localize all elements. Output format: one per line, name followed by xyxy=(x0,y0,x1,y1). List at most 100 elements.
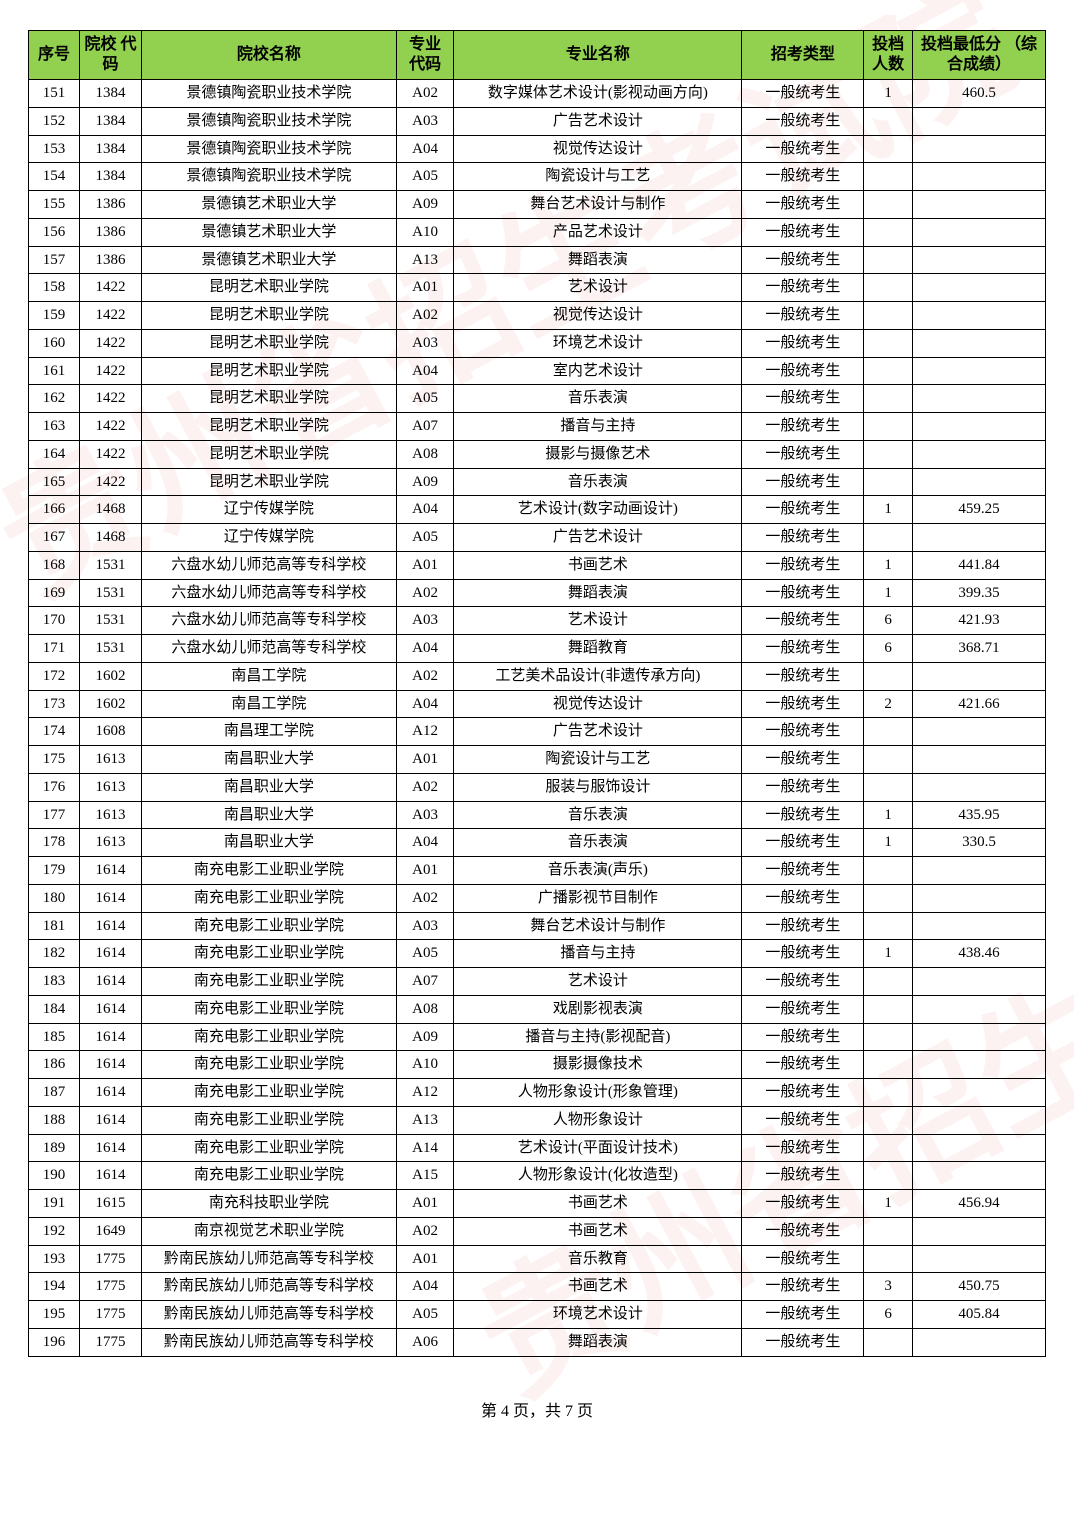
cell-seq: 173 xyxy=(29,690,80,718)
cell-score xyxy=(913,357,1046,385)
cell-sn: 南昌工学院 xyxy=(141,690,396,718)
cell-mn: 音乐表演(声乐) xyxy=(454,857,742,885)
cell-sc: 1649 xyxy=(79,1217,141,1245)
cell-mc: A01 xyxy=(396,1190,454,1218)
cell-mc: A09 xyxy=(396,468,454,496)
header-seq: 序号 xyxy=(29,31,80,80)
table-row: 1961775黔南民族幼儿师范高等专科学校A06舞蹈表演一般统考生 xyxy=(29,1328,1046,1356)
cell-cnt: 6 xyxy=(864,635,913,663)
cell-cnt xyxy=(864,1079,913,1107)
cell-sn: 六盘水幼儿师范高等专科学校 xyxy=(141,551,396,579)
cell-cnt xyxy=(864,1106,913,1134)
cell-cnt xyxy=(864,163,913,191)
cell-mn: 环境艺术设计 xyxy=(454,329,742,357)
cell-sn: 南昌理工学院 xyxy=(141,718,396,746)
cell-mc: A09 xyxy=(396,191,454,219)
cell-sc: 1614 xyxy=(79,1079,141,1107)
cell-score xyxy=(913,1134,1046,1162)
cell-mc: A01 xyxy=(396,551,454,579)
cell-sn: 南昌职业大学 xyxy=(141,773,396,801)
cell-sn: 景德镇陶瓷职业技术学院 xyxy=(141,80,396,108)
cell-sc: 1614 xyxy=(79,1134,141,1162)
cell-t: 一般统考生 xyxy=(742,385,864,413)
cell-t: 一般统考生 xyxy=(742,274,864,302)
cell-sn: 昆明艺术职业学院 xyxy=(141,413,396,441)
cell-score xyxy=(913,995,1046,1023)
cell-sn: 昆明艺术职业学院 xyxy=(141,440,396,468)
header-row: 序号 院校 代码 院校名称 专业 代码 专业名称 招考类型 投档 人数 投档最低… xyxy=(29,31,1046,80)
cell-mc: A04 xyxy=(396,496,454,524)
table-row: 1811614南充电影工业职业学院A03舞台艺术设计与制作一般统考生 xyxy=(29,912,1046,940)
cell-score xyxy=(913,1106,1046,1134)
cell-mn: 艺术设计 xyxy=(454,607,742,635)
table-row: 1551386景德镇艺术职业大学A09舞台艺术设计与制作一般统考生 xyxy=(29,191,1046,219)
cell-cnt xyxy=(864,1134,913,1162)
table-body: 1511384景德镇陶瓷职业技术学院A02数字媒体艺术设计(影视动画方向)一般统… xyxy=(29,80,1046,1357)
cell-mc: A08 xyxy=(396,440,454,468)
header-major-name: 专业名称 xyxy=(454,31,742,80)
cell-mc: A03 xyxy=(396,912,454,940)
cell-mc: A07 xyxy=(396,413,454,441)
header-major-code: 专业 代码 xyxy=(396,31,454,80)
cell-seq: 187 xyxy=(29,1079,80,1107)
cell-seq: 153 xyxy=(29,135,80,163)
cell-cnt xyxy=(864,968,913,996)
cell-mc: A01 xyxy=(396,274,454,302)
cell-sc: 1386 xyxy=(79,218,141,246)
cell-t: 一般统考生 xyxy=(742,1273,864,1301)
cell-t: 一般统考生 xyxy=(742,218,864,246)
cell-cnt xyxy=(864,413,913,441)
cell-mn: 书画艺术 xyxy=(454,1190,742,1218)
cell-sn: 南昌工学院 xyxy=(141,662,396,690)
cell-sc: 1384 xyxy=(79,80,141,108)
cell-cnt: 1 xyxy=(864,940,913,968)
cell-seq: 155 xyxy=(29,191,80,219)
table-row: 1511384景德镇陶瓷职业技术学院A02数字媒体艺术设计(影视动画方向)一般统… xyxy=(29,80,1046,108)
cell-seq: 162 xyxy=(29,385,80,413)
cell-cnt: 1 xyxy=(864,801,913,829)
cell-seq: 154 xyxy=(29,163,80,191)
cell-score xyxy=(913,718,1046,746)
cell-seq: 193 xyxy=(29,1245,80,1273)
cell-t: 一般统考生 xyxy=(742,80,864,108)
cell-mc: A02 xyxy=(396,773,454,801)
cell-cnt xyxy=(864,274,913,302)
cell-score xyxy=(913,912,1046,940)
cell-sn: 南昌职业大学 xyxy=(141,829,396,857)
cell-score: 450.75 xyxy=(913,1273,1046,1301)
cell-seq: 172 xyxy=(29,662,80,690)
cell-mc: A02 xyxy=(396,1217,454,1245)
table-row: 1781613南昌职业大学A04音乐表演一般统考生1330.5 xyxy=(29,829,1046,857)
cell-seq: 151 xyxy=(29,80,80,108)
cell-seq: 176 xyxy=(29,773,80,801)
cell-sc: 1531 xyxy=(79,551,141,579)
table-row: 1671468辽宁传媒学院A05广告艺术设计一般统考生 xyxy=(29,524,1046,552)
cell-t: 一般统考生 xyxy=(742,468,864,496)
cell-mn: 舞蹈教育 xyxy=(454,635,742,663)
table-row: 1921649南京视觉艺术职业学院A02书画艺术一般统考生 xyxy=(29,1217,1046,1245)
table-row: 1681531六盘水幼儿师范高等专科学校A01书画艺术一般统考生1441.84 xyxy=(29,551,1046,579)
table-row: 1861614南充电影工业职业学院A10摄影摄像技术一般统考生 xyxy=(29,1051,1046,1079)
table-row: 1931775黔南民族幼儿师范高等专科学校A01音乐教育一般统考生 xyxy=(29,1245,1046,1273)
cell-seq: 166 xyxy=(29,496,80,524)
cell-mc: A01 xyxy=(396,857,454,885)
cell-mn: 艺术设计(数字动画设计) xyxy=(454,496,742,524)
table-row: 1911615南充科技职业学院A01书画艺术一般统考生1456.94 xyxy=(29,1190,1046,1218)
cell-sn: 南昌职业大学 xyxy=(141,746,396,774)
table-row: 1541384景德镇陶瓷职业技术学院A05陶瓷设计与工艺一般统考生 xyxy=(29,163,1046,191)
cell-t: 一般统考生 xyxy=(742,1245,864,1273)
cell-score xyxy=(913,1328,1046,1356)
cell-sn: 南充电影工业职业学院 xyxy=(141,1106,396,1134)
table-row: 1951775黔南民族幼儿师范高等专科学校A05环境艺术设计一般统考生6405.… xyxy=(29,1301,1046,1329)
cell-sn: 南充电影工业职业学院 xyxy=(141,995,396,1023)
cell-sn: 南充电影工业职业学院 xyxy=(141,884,396,912)
cell-sc: 1531 xyxy=(79,579,141,607)
cell-sn: 黔南民族幼儿师范高等专科学校 xyxy=(141,1273,396,1301)
cell-seq: 164 xyxy=(29,440,80,468)
cell-sn: 昆明艺术职业学院 xyxy=(141,385,396,413)
table-row: 1611422昆明艺术职业学院A04室内艺术设计一般统考生 xyxy=(29,357,1046,385)
cell-t: 一般统考生 xyxy=(742,440,864,468)
table-row: 1831614南充电影工业职业学院A07艺术设计一般统考生 xyxy=(29,968,1046,996)
header-school-code: 院校 代码 xyxy=(79,31,141,80)
cell-sc: 1775 xyxy=(79,1245,141,1273)
